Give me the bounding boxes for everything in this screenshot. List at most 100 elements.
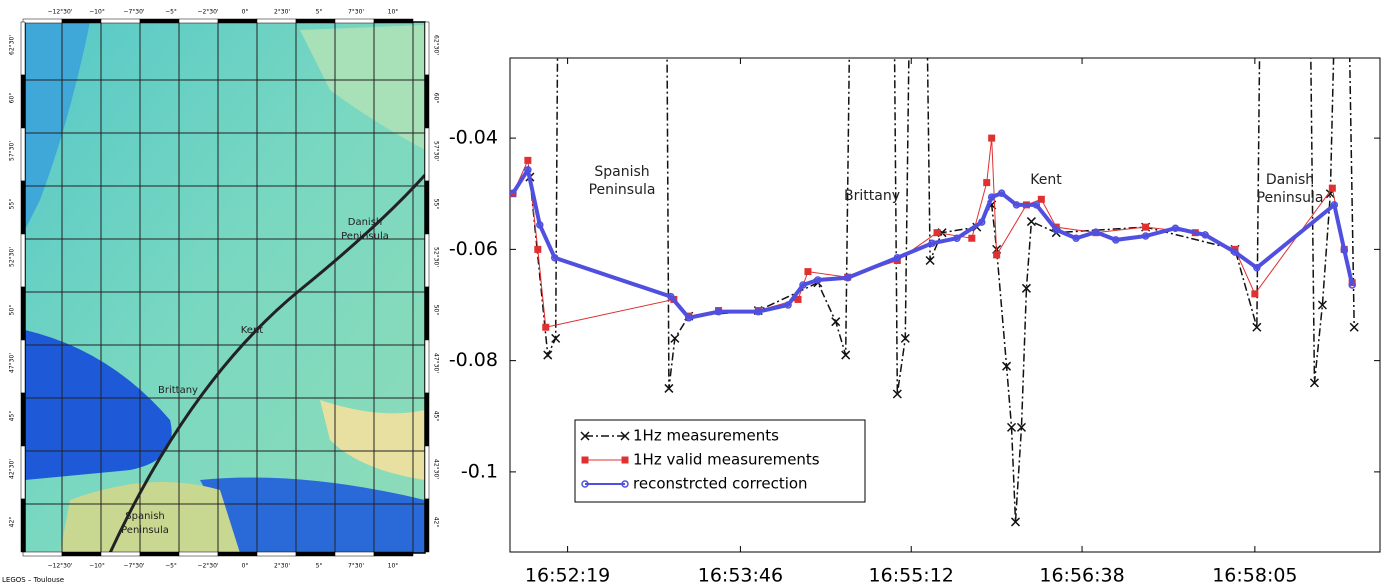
frame-bar [425, 287, 429, 340]
frame-bar [257, 552, 296, 556]
annotation: Peninsula [1257, 190, 1324, 206]
frame-bar [218, 552, 257, 556]
point [1038, 196, 1044, 202]
frame-bar [335, 552, 374, 556]
lon-tick-label: 5° [316, 9, 323, 16]
lat-tick-label: 60° [433, 93, 440, 104]
lat-tick-label: 52°30' [9, 247, 16, 267]
point-stroke [923, 23, 931, 31]
point-stroke [663, 23, 671, 31]
lon-tick-label: −5° [165, 563, 177, 570]
lat-tick-label: 47°30' [9, 353, 16, 373]
point [989, 135, 995, 141]
frame-bar [21, 499, 25, 552]
frame-bar [21, 287, 25, 340]
frame-bar [218, 19, 257, 23]
annotation: Brittany [844, 188, 900, 204]
lat-tick-label: 55° [433, 199, 440, 210]
point [622, 457, 628, 463]
map-label: Peninsula [341, 231, 389, 242]
lon-tick-label: 0° [242, 563, 249, 570]
point-stroke [1345, 23, 1353, 31]
legend-label: 1Hz valid measurements [633, 451, 820, 469]
lon-tick-label: 2°30' [274, 563, 290, 570]
lat-tick-label: 57°30' [433, 141, 440, 161]
lat-tick-label: 47°30' [433, 353, 440, 373]
frame-bar [425, 340, 429, 393]
frame-bar [21, 340, 25, 393]
lat-tick-label: 62°30' [9, 35, 16, 55]
x-tick-label: 16:55:12 [869, 565, 954, 586]
map-label: Brittany [158, 385, 198, 396]
point [923, 23, 931, 31]
point-stroke [905, 23, 913, 31]
lat-tick-label: 45° [9, 411, 16, 422]
frame-bar [62, 552, 101, 556]
frame-bar [101, 19, 140, 23]
lon-tick-label: 7°30' [348, 9, 364, 16]
point [543, 324, 549, 330]
legend-label: 1Hz measurements [633, 427, 779, 445]
point [582, 457, 588, 463]
lat-tick-label: 60° [9, 93, 16, 104]
frame-bar [257, 19, 296, 23]
point [1345, 23, 1353, 31]
lat-tick-label: 42° [9, 517, 16, 528]
lon-tick-label: −10° [89, 9, 105, 16]
y-tick-label: -0.08 [449, 349, 498, 371]
x-tick-label: 16:53:46 [698, 565, 783, 586]
point [984, 180, 990, 186]
point-stroke [1256, 23, 1264, 31]
frame-bar [425, 234, 429, 287]
annotation: Peninsula [589, 182, 656, 198]
point [905, 23, 913, 31]
frame-bar [101, 552, 140, 556]
frame-bar [140, 19, 179, 23]
legend-label: reconstrcted correction [633, 475, 808, 493]
point [535, 246, 541, 252]
lon-tick-label: −7°30' [123, 563, 144, 570]
lat-tick-label: 42°30' [433, 459, 440, 479]
frame-bar [23, 19, 62, 23]
point-stroke [1306, 23, 1314, 31]
lon-tick-label: 0° [242, 9, 249, 16]
lon-tick-label: −12°30' [48, 9, 73, 16]
frame-bar [335, 19, 374, 23]
y-tick-label: -0.06 [449, 238, 498, 260]
frame-bar [21, 22, 25, 75]
point [1329, 185, 1335, 191]
frame-bar [425, 499, 429, 552]
frame-bar [425, 22, 429, 75]
point-stroke [1256, 23, 1264, 31]
lon-tick-label: 10° [388, 563, 399, 570]
map-label: Spanish [125, 511, 165, 522]
point-stroke [1330, 23, 1338, 31]
annotation: Danish [1266, 172, 1314, 188]
lon-tick-label: −10° [89, 563, 105, 570]
map-label: Peninsula [121, 525, 169, 536]
lon-tick-label: −7°30' [123, 9, 144, 16]
point-stroke [923, 23, 931, 31]
point [934, 230, 940, 236]
point [1330, 23, 1338, 31]
point-stroke [890, 23, 898, 31]
annotation: Spanish [594, 164, 649, 180]
lon-tick-label: 7°30' [348, 563, 364, 570]
frame-bar [21, 75, 25, 128]
frame-bar [179, 19, 218, 23]
frame-bar [21, 393, 25, 446]
lat-tick-label: 55° [9, 199, 16, 210]
lon-tick-label: −5° [165, 9, 177, 16]
frame-bar [425, 128, 429, 181]
point-stroke [663, 23, 671, 31]
lat-tick-label: 42°30' [9, 459, 16, 479]
point-stroke [554, 23, 562, 31]
frame-bar [62, 19, 101, 23]
map-label: Danish [348, 217, 383, 228]
frame-bar [21, 234, 25, 287]
lon-tick-label: −12°30' [48, 563, 73, 570]
point [994, 252, 1000, 258]
frame-bar [425, 446, 429, 499]
point [663, 23, 671, 31]
lat-tick-label: 52°30' [433, 247, 440, 267]
